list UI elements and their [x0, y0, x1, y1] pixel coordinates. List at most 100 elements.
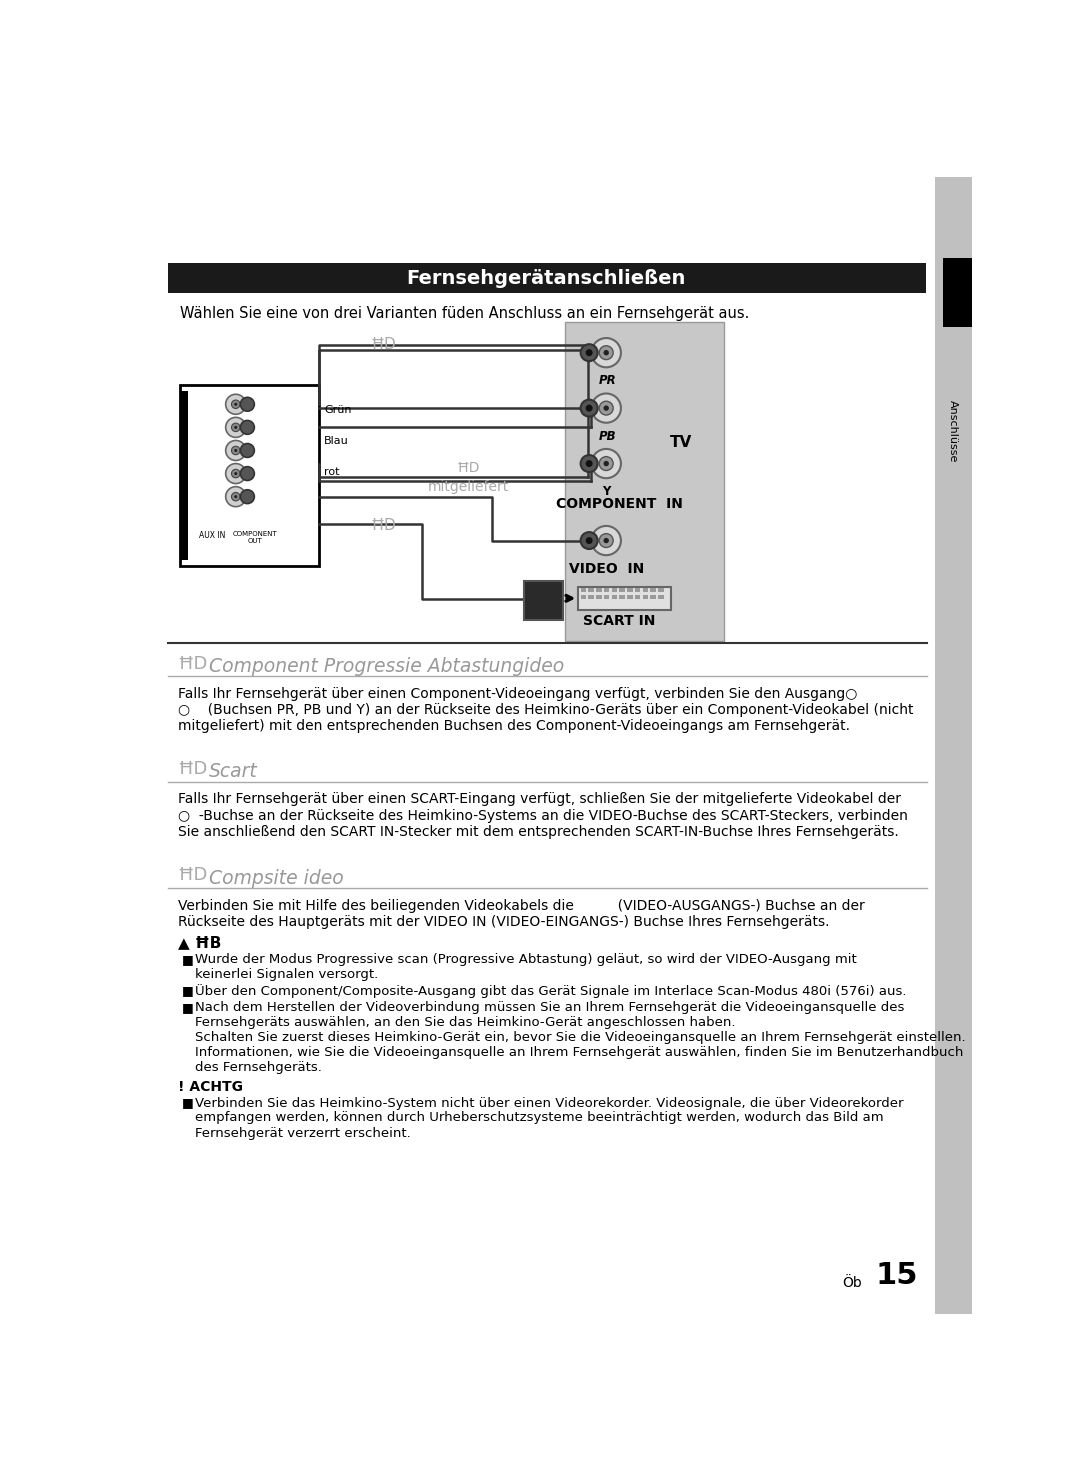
Text: Falls Ihr Fernsehgerät über einen SCART-Eingang verfügt, schließen Sie der mitge: Falls Ihr Fernsehgerät über einen SCART-… — [177, 793, 907, 838]
Text: Compsite ideo: Compsite ideo — [208, 868, 343, 887]
Circle shape — [241, 397, 255, 412]
Circle shape — [234, 427, 238, 430]
Circle shape — [581, 531, 597, 549]
Circle shape — [234, 494, 238, 499]
Text: SCART IN: SCART IN — [583, 614, 656, 629]
Circle shape — [581, 455, 597, 472]
Text: ĦD: ĦD — [370, 518, 396, 533]
Bar — [643, 595, 648, 599]
Circle shape — [241, 490, 255, 503]
Circle shape — [234, 403, 238, 406]
Text: VIDEO  IN: VIDEO IN — [568, 562, 644, 576]
Circle shape — [604, 537, 609, 543]
Circle shape — [231, 424, 240, 431]
Text: ĦD: ĦD — [177, 654, 208, 673]
Circle shape — [599, 456, 613, 471]
Bar — [935, 177, 972, 1314]
Circle shape — [241, 466, 255, 481]
Circle shape — [226, 487, 246, 506]
Circle shape — [585, 537, 593, 545]
Circle shape — [226, 418, 246, 437]
Bar — [658, 595, 663, 599]
Text: ĦD: ĦD — [177, 760, 208, 778]
Text: Component Progressie Abtastungideo: Component Progressie Abtastungideo — [208, 657, 564, 676]
Circle shape — [592, 338, 621, 368]
Text: COMPONENT  IN: COMPONENT IN — [556, 496, 683, 511]
Bar — [180, 391, 188, 559]
Bar — [604, 595, 609, 599]
Text: Wurde der Modus Progressive scan (Progressive Abtastung) geläut, so wird der VID: Wurde der Modus Progressive scan (Progre… — [195, 953, 858, 982]
Bar — [589, 589, 594, 592]
Circle shape — [599, 534, 613, 548]
Bar — [581, 589, 586, 592]
Bar — [635, 595, 640, 599]
Text: ■: ■ — [181, 984, 193, 998]
Bar — [167, 263, 926, 292]
Circle shape — [231, 400, 240, 409]
Text: Verbinden Sie mit Hilfe des beiliegenden Videokabels die          (VIDEO-AUSGANG: Verbinden Sie mit Hilfe des beiliegenden… — [177, 899, 864, 928]
Text: AUX IN: AUX IN — [200, 531, 226, 540]
Circle shape — [231, 446, 240, 455]
Circle shape — [231, 469, 240, 478]
Circle shape — [581, 344, 597, 362]
Circle shape — [604, 406, 609, 410]
Bar — [596, 595, 602, 599]
Text: ■: ■ — [181, 1097, 193, 1110]
Text: Wählen Sie eine von drei Varianten füden Anschluss an ein Fernsehgerät aus.: Wählen Sie eine von drei Varianten füden… — [180, 307, 750, 322]
Bar — [596, 589, 602, 592]
Bar — [604, 589, 609, 592]
Text: Fernsehgerätanschließen: Fernsehgerätanschließen — [406, 269, 686, 288]
Circle shape — [604, 350, 609, 356]
Bar — [643, 589, 648, 592]
Bar — [943, 258, 972, 328]
Text: ĦD: ĦD — [177, 866, 208, 884]
Text: Anschlüsse: Anschlüsse — [948, 400, 958, 462]
Text: ! ACHTG: ! ACHTG — [177, 1079, 243, 1094]
Bar — [627, 589, 633, 592]
Bar — [650, 589, 656, 592]
Circle shape — [585, 404, 593, 412]
Text: Nach dem Herstellen der Videoverbindung müssen Sie an Ihrem Fernsehgerät die Vid: Nach dem Herstellen der Videoverbindung … — [195, 1001, 967, 1075]
Bar — [589, 595, 594, 599]
Circle shape — [585, 461, 593, 466]
Bar — [635, 589, 640, 592]
Circle shape — [234, 449, 238, 452]
Text: Verbinden Sie das Heimkino-System nicht über einen Videorekorder. Videosignale, : Verbinden Sie das Heimkino-System nicht … — [195, 1097, 904, 1139]
Text: Scart: Scart — [208, 762, 257, 781]
Bar — [581, 595, 586, 599]
Bar — [180, 385, 320, 565]
Text: ĦD: ĦD — [370, 338, 396, 353]
Text: Grün: Grün — [324, 406, 352, 415]
Text: ■: ■ — [181, 953, 193, 967]
Text: rot: rot — [324, 466, 339, 477]
Bar — [658, 589, 663, 592]
Circle shape — [592, 525, 621, 555]
Text: Blau: Blau — [324, 437, 349, 446]
Circle shape — [599, 401, 613, 415]
Bar — [524, 582, 563, 620]
Text: Über den Component/Composite-Ausgang gibt das Gerät Signale im Interlace Scan-Mo: Über den Component/Composite-Ausgang gib… — [195, 984, 907, 998]
Text: TV: TV — [670, 435, 692, 450]
Circle shape — [592, 394, 621, 422]
Circle shape — [241, 444, 255, 458]
Text: Falls Ihr Fernsehgerät über einen Component-Videoeingang verfügt, verbinden Sie : Falls Ihr Fernsehgerät über einen Compon… — [177, 686, 913, 734]
Bar — [650, 595, 656, 599]
Circle shape — [226, 394, 246, 415]
Circle shape — [599, 345, 613, 360]
Bar — [619, 595, 625, 599]
Text: 15: 15 — [875, 1261, 918, 1290]
Circle shape — [585, 350, 593, 356]
Bar — [611, 589, 617, 592]
Circle shape — [226, 463, 246, 484]
Text: ĦD
mitgeliefert: ĦD mitgeliefert — [428, 461, 509, 494]
Bar — [627, 595, 633, 599]
Text: ▲ ĦB: ▲ ĦB — [177, 934, 221, 949]
Text: ■: ■ — [181, 1001, 193, 1014]
Text: COMPONENT
OUT: COMPONENT OUT — [233, 531, 278, 545]
Circle shape — [241, 421, 255, 434]
Bar — [619, 589, 625, 592]
Text: Öb: Öb — [842, 1275, 862, 1290]
Circle shape — [234, 472, 238, 475]
Circle shape — [592, 449, 621, 478]
Circle shape — [226, 440, 246, 461]
